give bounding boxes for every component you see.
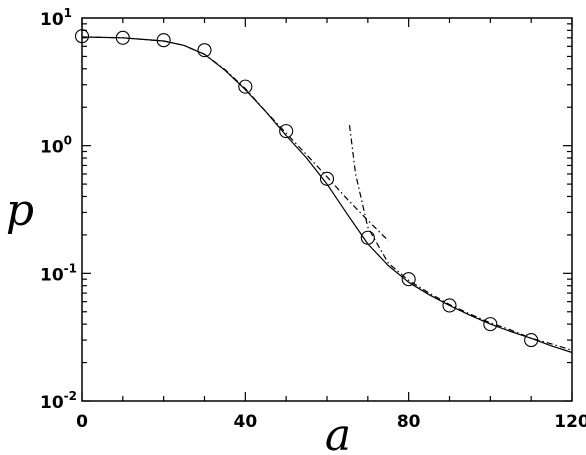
y-tick-base: 10 (40, 138, 64, 158)
y-tick-label: 10-2 (40, 389, 77, 413)
y-tick-base: 10 (40, 265, 64, 285)
x-tick-label: 80 (397, 412, 421, 432)
y-tick-exponent: 0 (64, 134, 72, 148)
dash-dot-curve (81, 36, 389, 242)
data-marker (524, 333, 539, 348)
y-tick-label: 101 (40, 6, 72, 30)
data-marker (156, 33, 171, 48)
y-tick-base: 10 (40, 10, 64, 30)
y-tick-base: 10 (40, 393, 64, 413)
data-marker (74, 29, 90, 44)
x-axis-label: a (325, 410, 351, 455)
axis-ticks (81, 18, 573, 402)
data-marker (115, 30, 130, 45)
data-marker (442, 298, 457, 313)
y-tick-exponent: -1 (64, 261, 77, 275)
data-marker (401, 272, 416, 287)
data-marker (197, 43, 212, 58)
data-marker (483, 317, 498, 332)
data-marker (279, 124, 294, 139)
solid-curve (81, 36, 573, 354)
data-marker (360, 230, 375, 245)
x-tick-label: 120 (554, 412, 586, 432)
x-tick-label: 40 (233, 412, 257, 432)
y-tick-exponent: -2 (64, 389, 77, 403)
x-tick-label: 0 (76, 412, 88, 432)
data-marker (319, 171, 335, 186)
y-axis-label: p (6, 185, 34, 236)
curves (81, 36, 573, 354)
x-tick-labels: 0 40 80 120 (76, 412, 586, 432)
y-tick-label: 100 (40, 134, 72, 158)
y-tick-exponent: 1 (64, 6, 72, 20)
plot-frame (81, 17, 573, 402)
dash-dot-curve (348, 125, 573, 351)
markers (74, 29, 539, 348)
data-marker (238, 79, 253, 94)
y-tick-label: 10-1 (40, 261, 77, 285)
